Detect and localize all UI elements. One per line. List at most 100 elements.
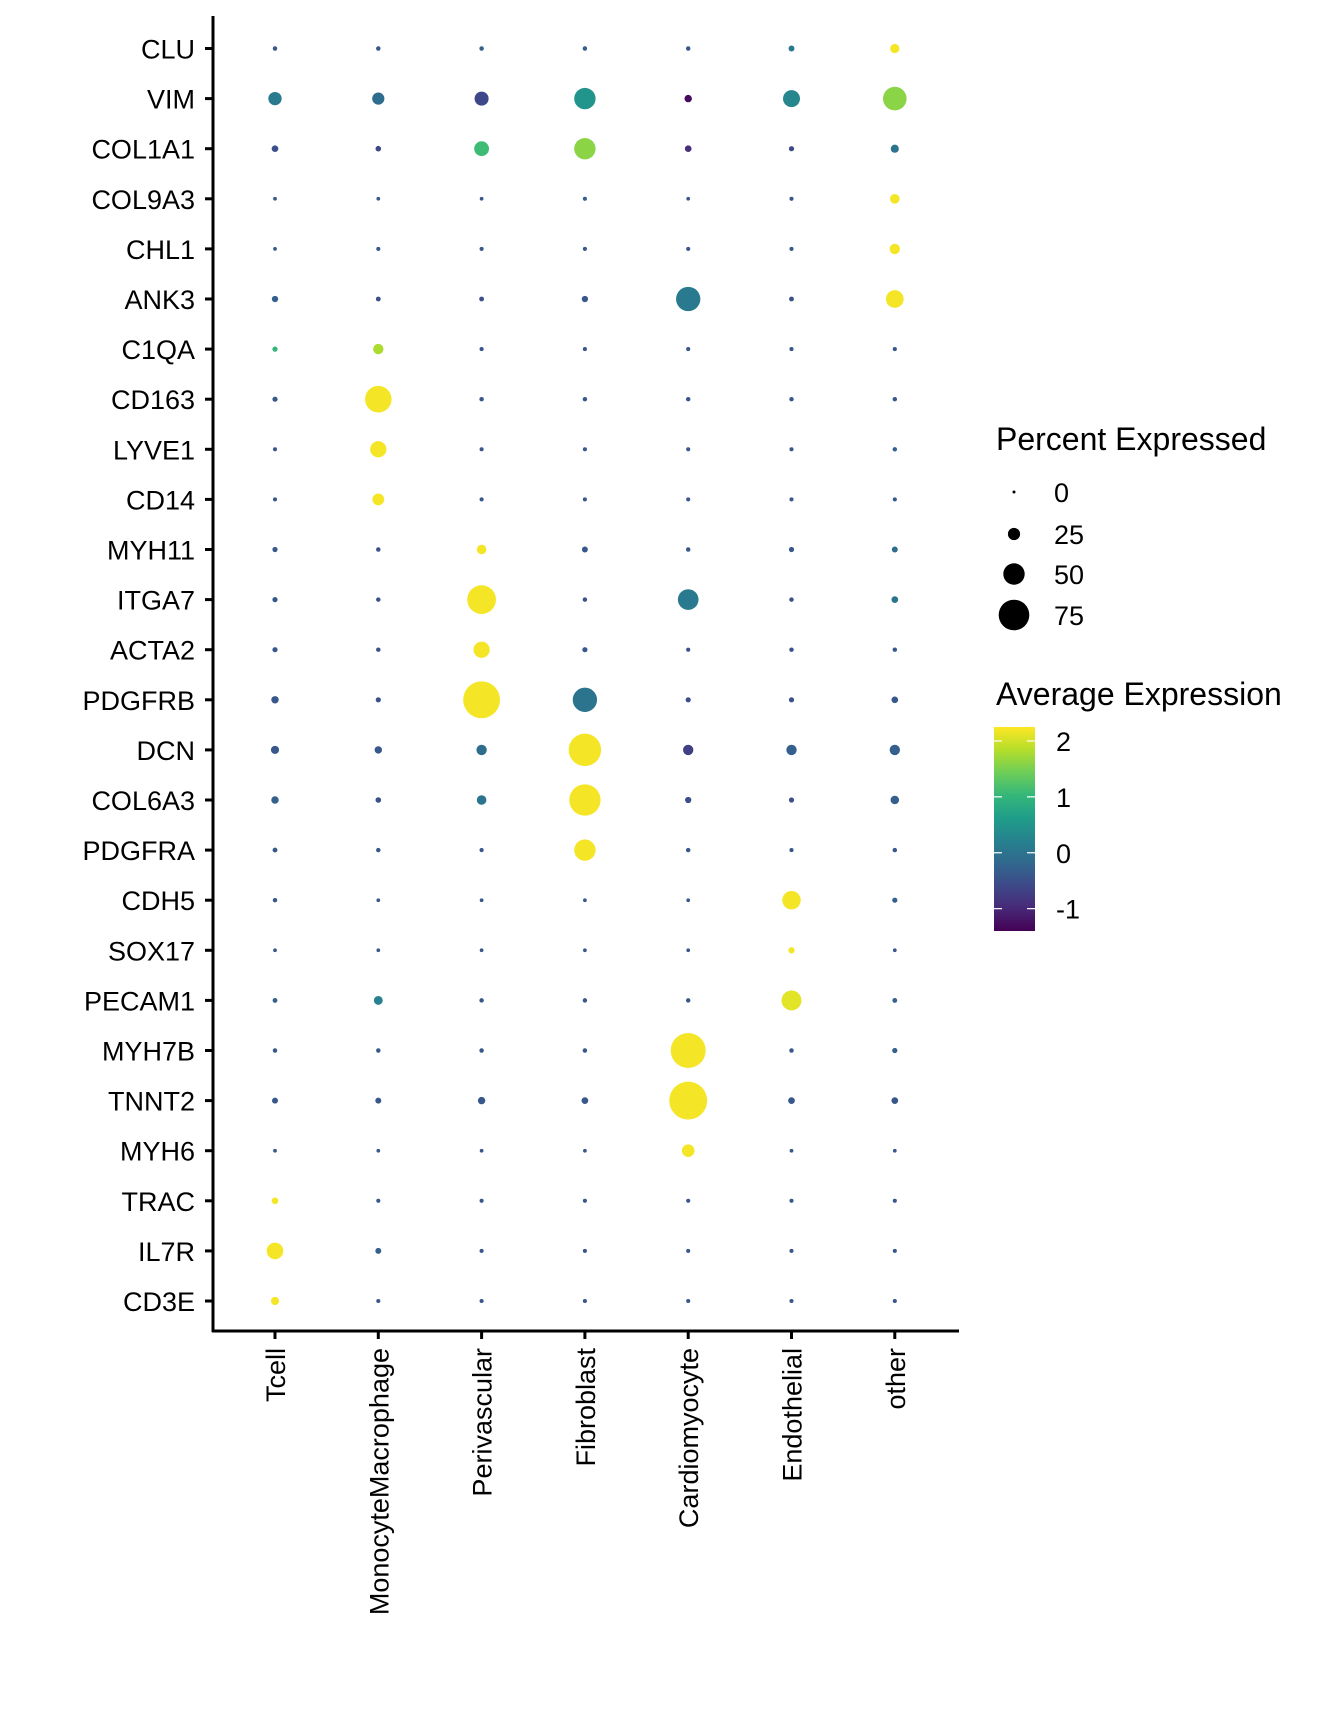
dot-COL6A3-other (890, 795, 900, 805)
dot-ITGA7-other (891, 596, 899, 603)
dot-IL7R-Endothelial (789, 1248, 794, 1253)
dot-CD163-Cardiomyocyte (685, 396, 691, 402)
dot-MYH7B-Endothelial (789, 1048, 794, 1053)
dot-MYH11-Endothelial (788, 546, 795, 553)
dot-PECAM1-Tcell (272, 997, 278, 1003)
dot-CDH5-Fibroblast (583, 898, 587, 903)
dot-PDGFRB-Tcell (271, 696, 279, 704)
dot-COL1A1-Cardiomyocyte (684, 145, 692, 153)
dot-TNNT2-MonocyteMacrophage (375, 1097, 382, 1104)
dot-COL6A3-MonocyteMacrophage (375, 797, 382, 803)
dot-IL7R-MonocyteMacrophage (375, 1247, 382, 1254)
dot-MYH7B-other (892, 1047, 898, 1054)
dot-PECAM1-Fibroblast (582, 998, 588, 1003)
dot-CD3E-MonocyteMacrophage (376, 1298, 381, 1304)
dot-IL7R-Perivascular (479, 1248, 484, 1253)
dot-COL6A3-Endothelial (788, 797, 795, 803)
size-legend-key (1012, 490, 1016, 494)
dot-ITGA7-Tcell (272, 596, 278, 603)
dot-CDH5-MonocyteMacrophage (376, 898, 381, 903)
dot-PDGFRA-Tcell (272, 847, 278, 853)
dot-DCN-Perivascular (476, 744, 487, 756)
dot-COL9A3-Perivascular (479, 196, 484, 201)
y-tick-label: CD163 (111, 385, 195, 415)
dot-MYH7B-MonocyteMacrophage (376, 1048, 381, 1053)
size-legend: Percent Expressed 0 25 50 75 (996, 421, 1266, 631)
dot-CLU-Endothelial (788, 45, 795, 52)
dot-ACTA2-other (892, 647, 898, 652)
dot-PDGFRA-Fibroblast (574, 839, 596, 861)
dot-TNNT2-Cardiomyocyte (669, 1081, 708, 1120)
dot-MYH7B-Tcell (272, 1048, 278, 1053)
dot-VIM-MonocyteMacrophage (372, 92, 385, 105)
dot-VIM-Fibroblast (574, 87, 596, 110)
dot-CD3E-Cardiomyocyte (686, 1298, 691, 1304)
dot-COL1A1-Tcell (271, 145, 279, 153)
dot-MYH11-Perivascular (476, 544, 487, 555)
dot-CD163-Tcell (272, 396, 278, 402)
colorbar (994, 727, 1035, 931)
size-legend-key (998, 599, 1030, 631)
dot-C1QA-other (892, 347, 897, 352)
dot-LYVE1-MonocyteMacrophage (370, 441, 387, 458)
dot-MYH6-MonocyteMacrophage (376, 1148, 381, 1153)
dot-PDGFRB-Perivascular (463, 681, 501, 719)
dot-CHL1-Cardiomyocyte (686, 246, 691, 251)
dot-CLU-Cardiomyocyte (685, 46, 691, 51)
dot-COL9A3-Cardiomyocyte (686, 196, 691, 201)
dot-COL9A3-other (889, 193, 900, 204)
dot-IL7R-Tcell (266, 1242, 284, 1260)
dot-ITGA7-Endothelial (789, 597, 794, 602)
dot-CHL1-MonocyteMacrophage (376, 246, 381, 251)
y-tick-label: LYVE1 (113, 435, 195, 465)
dot-ACTA2-MonocyteMacrophage (376, 647, 381, 652)
dot-TNNT2-Perivascular (477, 1096, 486, 1105)
dot-IL7R-Fibroblast (582, 1248, 587, 1253)
dot-ANK3-other (885, 290, 904, 308)
dot-VIM-Perivascular (474, 91, 489, 106)
dot-IL7R-other (892, 1248, 897, 1253)
dot-ANK3-Perivascular (479, 296, 485, 302)
colorbar-label: -1 (1056, 895, 1080, 925)
size-legend-label: 0 (1054, 478, 1069, 508)
dot-COL1A1-Endothelial (788, 146, 795, 152)
dot-CD3E-Fibroblast (582, 1298, 587, 1304)
y-tick-label: PDGFRA (82, 836, 195, 866)
dot-COL9A3-MonocyteMacrophage (376, 196, 381, 201)
x-tick-label: Fibroblast (571, 1348, 601, 1467)
dot-SOX17-Perivascular (479, 948, 484, 953)
dot-CHL1-Endothelial (789, 246, 794, 251)
y-tick-label: MYH11 (107, 536, 195, 566)
dot-CDH5-Cardiomyocyte (686, 898, 691, 903)
size-legend-keys: 0 25 50 75 (998, 478, 1084, 631)
x-axis-ticks: Tcell MonocyteMacrophage Perivascular Fibro… (261, 1331, 911, 1615)
dot-LYVE1-Tcell (272, 447, 278, 452)
dot-CD163-other (892, 396, 898, 402)
dot-ITGA7-Fibroblast (582, 597, 588, 602)
dot-C1QA-Fibroblast (582, 347, 587, 352)
dot-ANK3-Fibroblast (581, 295, 589, 303)
color-legend-title: Average Expression (996, 676, 1282, 712)
y-tick-label: CD14 (126, 485, 195, 515)
colorbar-ticks: 2 1 0 -1 (994, 727, 1080, 925)
dot-TNNT2-Fibroblast (581, 1097, 589, 1104)
dot-PECAM1-Perivascular (479, 998, 484, 1003)
y-tick-label: IL7R (138, 1237, 195, 1267)
dot-CD3E-Tcell (270, 1296, 280, 1306)
dot-PECAM1-MonocyteMacrophage (373, 995, 383, 1005)
x-tick-label: MonocyteMacrophage (364, 1348, 394, 1615)
dot-TRAC-other (892, 1198, 897, 1203)
colorbar-label: 1 (1056, 783, 1071, 813)
dot-COL9A3-Endothelial (789, 196, 794, 201)
dot-MYH6-other (892, 1148, 897, 1153)
dot-CD163-Endothelial (789, 396, 794, 402)
dot-COL6A3-Fibroblast (569, 784, 601, 816)
dot-PDGFRA-other (892, 847, 898, 853)
dot-ITGA7-Cardiomyocyte (677, 589, 699, 610)
y-tick-label: ITGA7 (117, 586, 195, 616)
dot-MYH6-Endothelial (789, 1148, 794, 1153)
y-tick-label: ACTA2 (110, 636, 195, 666)
x-tick-label: Perivascular (468, 1348, 498, 1497)
dot-SOX17-Fibroblast (583, 948, 587, 953)
